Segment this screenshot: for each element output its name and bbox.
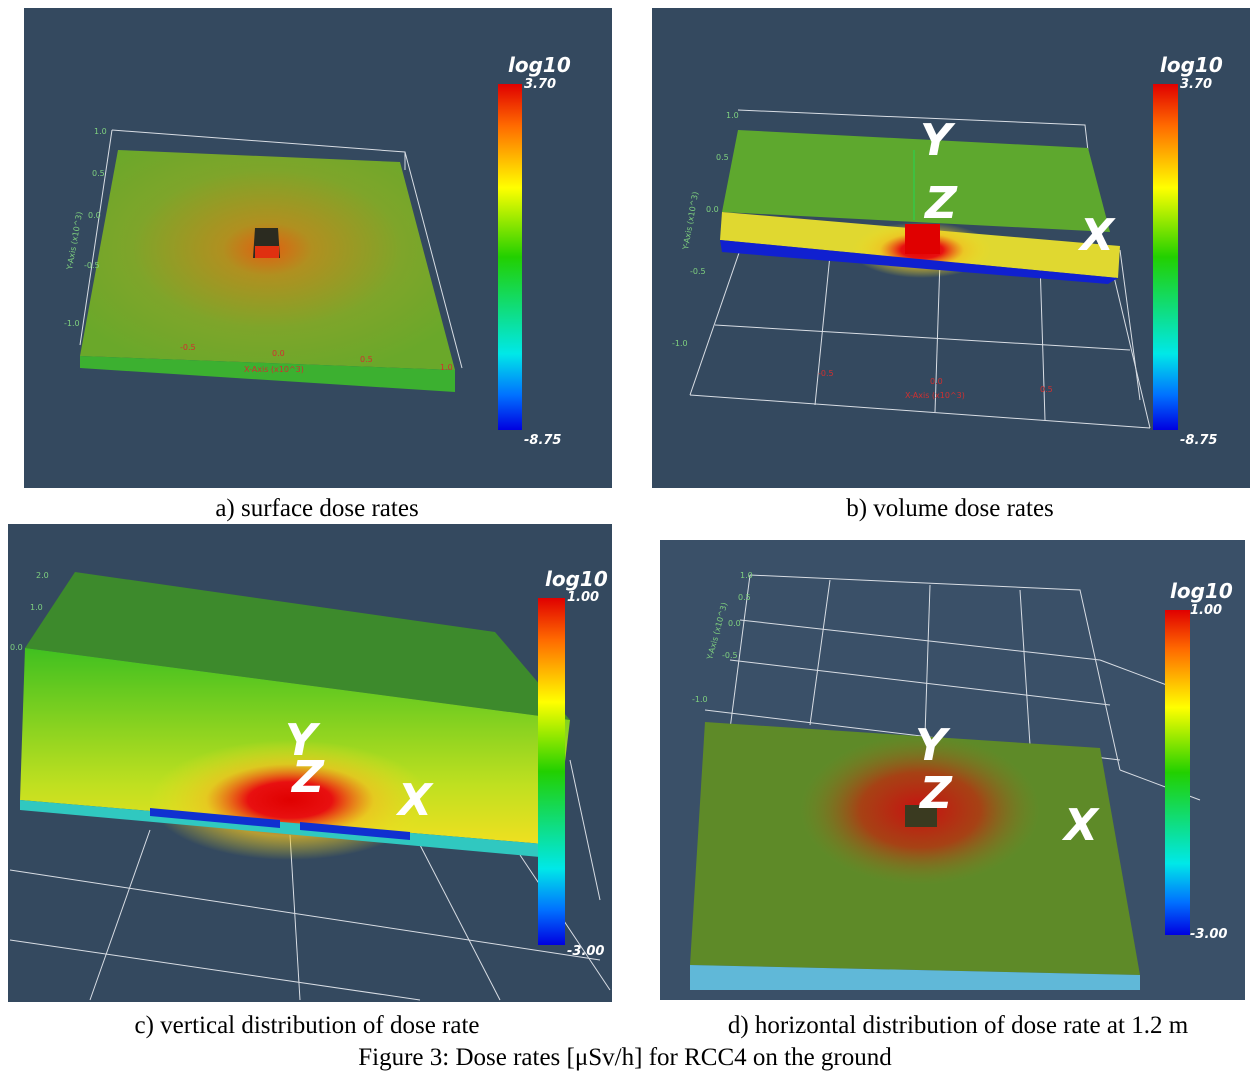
colorbar: [498, 84, 522, 430]
tick-label: 1.0: [726, 111, 739, 120]
axis-letter: X: [1061, 800, 1100, 851]
colorbar-title: log10: [545, 567, 608, 591]
colorbar-min: -8.75: [524, 433, 561, 448]
axis-title: X-Axis (x10^3): [905, 391, 965, 400]
tick-label: 2.0: [36, 571, 49, 580]
colorbar-title: log10: [1160, 53, 1223, 77]
colorbar: [1153, 84, 1178, 430]
tick-label: 1.0: [94, 127, 107, 136]
axis-letter: Y: [915, 720, 951, 771]
colorbar-min: -3.00: [567, 944, 604, 959]
colorbar-min: -8.75: [1180, 433, 1217, 448]
tick-label: -0.5: [722, 651, 738, 660]
ground-surface: [80, 150, 455, 370]
tick-label: 0.0: [272, 349, 285, 358]
axis-title: X-Axis (x10^3): [244, 365, 304, 374]
tick-label: 0.0: [728, 619, 741, 628]
tick-label: 0.0: [10, 643, 23, 652]
axis-letter: Z: [923, 178, 958, 229]
panel-caption: c) vertical distribution of dose rate: [134, 1012, 479, 1039]
tick-label: 0.5: [92, 169, 105, 178]
container-face: [255, 246, 279, 258]
colorbar-min: -3.00: [1190, 927, 1227, 942]
colorbar-title: log10: [508, 53, 571, 77]
panel-caption: b) volume dose rates: [846, 495, 1054, 522]
panel-a: 1.0 0.5 0.0 -0.5 -1.0 Y-Axis (x10^3) -0.…: [24, 8, 612, 488]
colorbar: [1165, 610, 1190, 935]
tick-label: 0.0: [930, 377, 943, 386]
colorbar-title: log10: [1170, 579, 1233, 603]
tick-label: -0.5: [818, 369, 834, 378]
tick-label: -0.5: [84, 261, 100, 270]
tick-label: -0.5: [180, 343, 196, 352]
colorbar-max: 1.00: [1190, 603, 1222, 618]
panel-caption: d) horizontal distribution of dose rate …: [728, 1012, 1189, 1039]
tick-label: 1.0: [440, 363, 453, 372]
panel-d: 1.0 0.5 0.0 -0.5 -1.0 Y-Axis (x10^3) Y Z…: [660, 540, 1245, 1000]
axis-letter: X: [395, 775, 434, 826]
colorbar-max: 3.70: [1180, 77, 1212, 92]
tick-label: -0.5: [690, 267, 706, 276]
tick-label: 0.5: [738, 593, 751, 602]
tick-label: -1.0: [672, 339, 688, 348]
colorbar-max: 3.70: [524, 77, 556, 92]
axis-letter: Y: [920, 115, 956, 166]
tick-label: 1.0: [740, 571, 753, 580]
tick-label: 0.5: [1040, 385, 1053, 394]
tick-label: 0.5: [716, 153, 729, 162]
axis-letter: Z: [290, 752, 325, 803]
tick-label: 0.0: [88, 211, 101, 220]
tick-label: 1.0: [30, 603, 43, 612]
colorbar-max: 1.00: [567, 590, 599, 605]
panel-c: 2.0 1.0 0.0 Y Z X log10 1.00 -3.00: [8, 524, 612, 1002]
axis-letter: X: [1077, 210, 1116, 261]
colorbar: [538, 598, 565, 945]
panel-caption: a) surface dose rates: [215, 495, 418, 522]
tick-label: -1.0: [64, 319, 80, 328]
panel-b: 1.0 0.5 0.0 -0.5 -1.0 Y-Axis (x10^3) -0.…: [652, 8, 1250, 488]
tick-label: 0.5: [360, 355, 373, 364]
figure: 1.0 0.5 0.0 -0.5 -1.0 Y-Axis (x10^3) -0.…: [0, 0, 1250, 1077]
figure-caption: Figure 3: Dose rates [μSv/h] for RCC4 on…: [358, 1044, 892, 1071]
axis-letter: Z: [918, 768, 953, 819]
tick-label: 0.0: [706, 205, 719, 214]
tick-label: -1.0: [692, 695, 708, 704]
